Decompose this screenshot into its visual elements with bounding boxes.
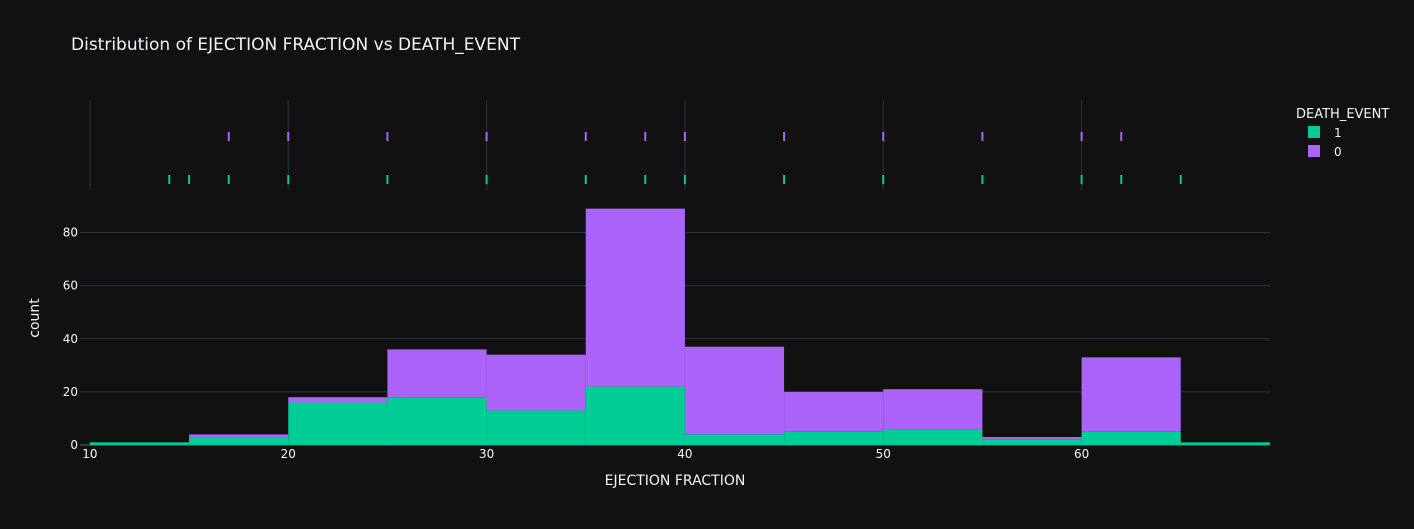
histogram-bar — [387, 397, 487, 445]
x-tick-label: 30 — [479, 447, 494, 461]
histogram-bar — [387, 349, 487, 398]
chart-title: Distribution of EJECTION FRACTION vs DEA… — [71, 35, 521, 55]
legend: DEATH_EVENT 1 0 — [1296, 107, 1389, 159]
histogram-bar — [982, 437, 1082, 440]
histogram-bar — [684, 434, 785, 445]
histogram-bars — [89, 208, 1270, 445]
histogram-bar — [189, 437, 289, 445]
histogram-bar — [1081, 431, 1181, 445]
histogram-bar — [89, 442, 190, 445]
y-axis-label: count — [27, 298, 43, 338]
x-axis-ticks: 10 20 30 40 50 60 — [82, 447, 1089, 461]
histogram-bar — [288, 397, 388, 403]
x-axis-label: EJECTION FRACTION — [605, 473, 746, 489]
x-tick-label: 60 — [1074, 447, 1089, 461]
histogram-bar — [585, 208, 685, 387]
histogram-bar — [982, 439, 1082, 445]
legend-swatch[interactable] — [1308, 126, 1320, 138]
histogram-bar — [189, 434, 289, 438]
histogram-bar — [288, 402, 388, 445]
histogram-bar — [883, 429, 983, 445]
y-tick-label: 0 — [70, 438, 78, 452]
legend-label[interactable]: 0 — [1334, 145, 1342, 159]
y-tick-label: 20 — [63, 385, 78, 399]
histogram-bar — [684, 346, 785, 435]
histogram-bar — [486, 354, 586, 411]
legend-title: DEATH_EVENT — [1296, 107, 1389, 122]
x-tick-label: 40 — [677, 447, 692, 461]
y-tick-label: 40 — [63, 332, 78, 346]
histogram-bar — [1081, 357, 1181, 432]
x-tick-label: 10 — [82, 447, 97, 461]
y-axis-ticks: 0 20 40 60 80 — [63, 226, 78, 452]
histogram-bar — [784, 391, 884, 432]
histogram-bar — [784, 431, 884, 445]
y-tick-label: 80 — [63, 226, 78, 240]
rug-plot — [89, 100, 1182, 190]
histogram-bar — [883, 389, 983, 430]
histogram-bar — [486, 410, 586, 445]
x-tick-label: 50 — [876, 447, 891, 461]
histogram-bar — [1180, 442, 1270, 445]
x-tick-label: 20 — [281, 447, 296, 461]
legend-swatch[interactable] — [1308, 145, 1320, 157]
legend-label[interactable]: 1 — [1334, 126, 1342, 140]
y-tick-label: 60 — [63, 279, 78, 293]
histogram-bar — [585, 386, 685, 445]
